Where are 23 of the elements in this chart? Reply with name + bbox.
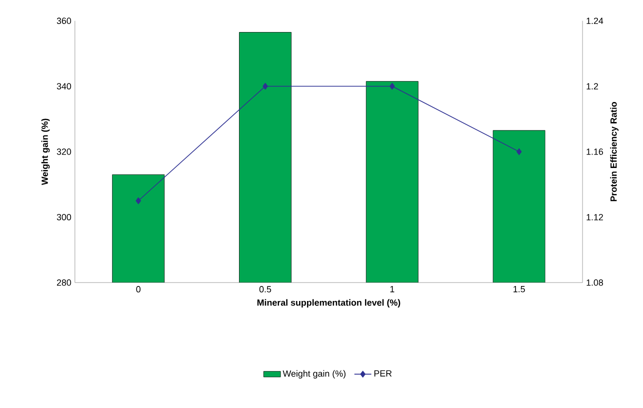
y-tick-label: 280 xyxy=(56,279,72,286)
y-tick-label: 340 xyxy=(56,82,72,90)
y2-tick-label: 1.08 xyxy=(586,279,604,286)
y-axis-title: Weight gain (%) xyxy=(41,118,50,185)
x-tick-label: 1 xyxy=(390,286,394,292)
y2-tick-label: 1.16 xyxy=(586,148,604,155)
y-tick-label: 360 xyxy=(56,17,72,24)
legend-label: PER xyxy=(374,370,392,376)
point xyxy=(516,148,522,155)
point xyxy=(262,82,268,90)
legend-label: Weight gain (%) xyxy=(282,370,346,378)
y-tick-label: 320 xyxy=(56,148,72,155)
point xyxy=(390,82,395,90)
x-tick-label: 0 xyxy=(136,286,140,292)
y2-tick-label: 1.24 xyxy=(586,17,604,24)
point xyxy=(136,197,141,204)
x-axis-title: Mineral supplementation level (%) xyxy=(257,298,400,308)
y-tick-label: 300 xyxy=(56,214,72,220)
x-tick-label: 1.5 xyxy=(514,286,525,292)
x-tick-label: 0.5 xyxy=(259,286,272,292)
y2-tick-label: 1.2 xyxy=(586,82,598,90)
y2-axis-title: Protein Efficiency Ratio xyxy=(610,102,619,201)
y2-tick-label: 1.12 xyxy=(586,214,603,220)
